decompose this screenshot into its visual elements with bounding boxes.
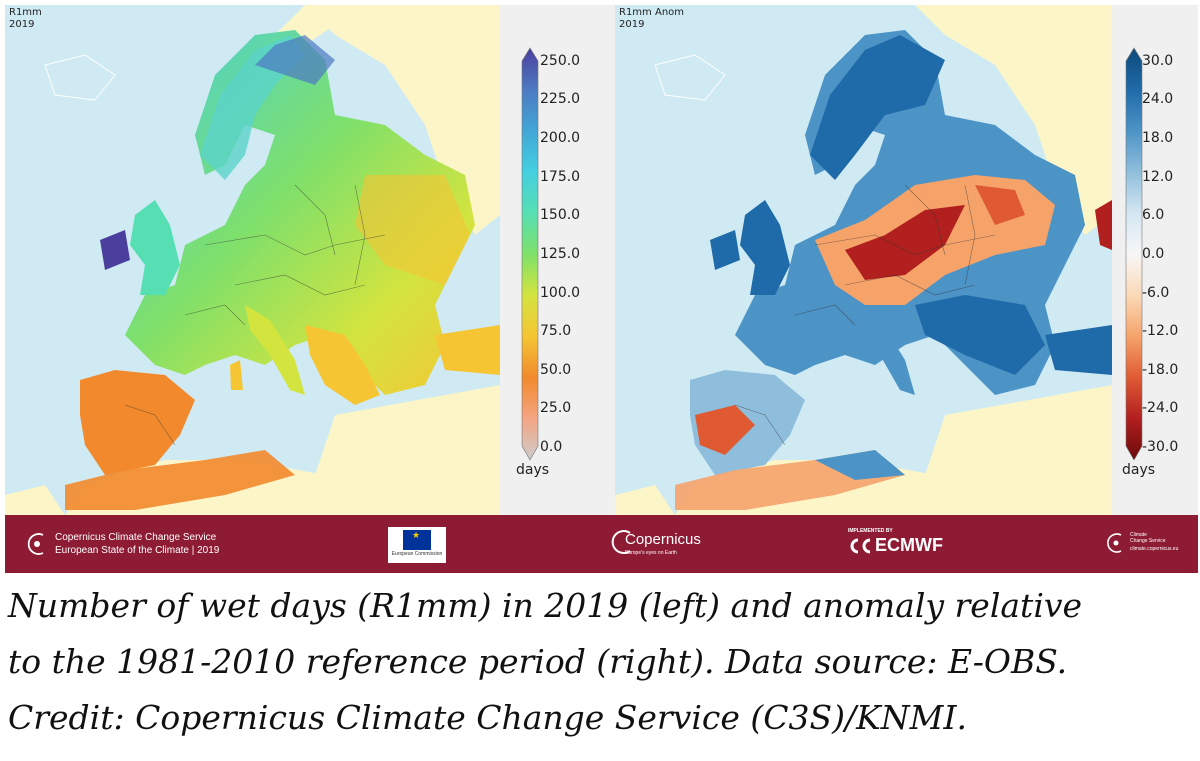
north-africa-wet: [815, 450, 905, 480]
c3s-line1: Copernicus Climate Change Service: [55, 532, 217, 543]
right-tick: 6.0: [1142, 207, 1165, 223]
left-map-panel: R1mm 2019: [5, 5, 615, 515]
caption-line-2: to the 1981-2010 reference period (right…: [8, 642, 1068, 681]
climate-logo-icon: [1107, 533, 1122, 553]
climate-logo-text: Climate Change Service climate.copernicu…: [1130, 532, 1178, 552]
right-tick: -6.0: [1142, 285, 1170, 301]
very-dry-region: [845, 205, 965, 280]
caption: Number of wet days (R1mm) in 2019 (left)…: [8, 578, 1193, 746]
north-africa: [65, 450, 295, 510]
italy: [855, 305, 915, 395]
left-tick: 225.0: [540, 91, 581, 107]
iberia-dry: [695, 405, 755, 455]
right-tick: -30.0: [1142, 439, 1179, 455]
right-tick: -24.0: [1142, 400, 1179, 416]
left-map-year: 2019: [9, 19, 35, 30]
right-map-label: R1mm Anom 2019: [619, 7, 684, 31]
left-map-title: R1mm: [9, 7, 42, 18]
left-tick: 50.0: [540, 362, 572, 378]
dry-east: [975, 185, 1025, 225]
left-tick: 200.0: [540, 130, 581, 146]
right-colorbar-panel: 30.0 24.0 18.0 12.0 6.0 0.0 -6.0 -12.0 -…: [1112, 5, 1198, 515]
c3s-line2: European State of the Climate | 2019: [55, 545, 220, 556]
wet-balkans: [915, 295, 1045, 375]
balkans: [305, 325, 380, 405]
left-colorbar-panel: 250.0 225.0 200.0 175.0 150.0 125.0 100.…: [500, 5, 615, 515]
right-tick: -18.0: [1142, 362, 1179, 378]
left-tick: 175.0: [540, 169, 581, 185]
climate-logo-line1: Climate: [1130, 532, 1147, 538]
right-map-graphic: [615, 5, 1112, 515]
iceland: [44, 54, 116, 101]
great-britain: [130, 200, 180, 295]
sardinia: [230, 360, 243, 390]
right-tick: 12.0: [1142, 169, 1174, 185]
left-tick: 250.0: [540, 53, 581, 69]
ireland: [710, 230, 740, 270]
right-map-year: 2019: [619, 19, 645, 30]
right-map-title: R1mm Anom: [619, 7, 685, 18]
non-data-land-south-east: [305, 385, 500, 515]
right-tick: 30.0: [1142, 53, 1174, 69]
left-tick: 125.0: [540, 246, 581, 262]
right-colorbar: [1125, 47, 1143, 461]
copernicus-logo-icon: [611, 530, 631, 554]
caption-line-3: Credit: Copernicus Climate Change Servic…: [8, 698, 967, 737]
right-tick: -12.0: [1142, 323, 1179, 339]
left-map-graphic: [5, 5, 500, 515]
left-tick: 100.0: [540, 285, 581, 301]
eu-logo-text: European Commission: [391, 551, 443, 557]
right-map-panel: R1mm Anom 2019 30.0 24.0 18.0 12.0 6.0 0…: [615, 5, 1198, 515]
iceland: [654, 54, 726, 101]
great-britain: [740, 200, 790, 295]
left-map-label: R1mm 2019: [9, 7, 42, 31]
left-map: R1mm 2019: [5, 5, 500, 515]
left-colorbar: [521, 47, 539, 461]
country-borders: [124, 184, 386, 446]
turkey: [435, 325, 500, 375]
left-colorbar-unit: days: [516, 462, 550, 478]
non-data-land-sw: [615, 485, 675, 515]
footer-banner: Copernicus Climate Change Service Europe…: [5, 515, 1198, 573]
right-tick: 0.0: [1142, 246, 1165, 262]
right-colorbar-bar: [1125, 47, 1143, 461]
left-tick: 25.0: [540, 400, 572, 416]
left-tick: 75.0: [540, 323, 572, 339]
non-data-land-sw: [5, 485, 65, 515]
eu-flag-icon: ★: [403, 530, 431, 550]
right-colorbar-unit: days: [1122, 462, 1156, 478]
copernicus-logo: Copernicus: [625, 531, 701, 548]
c3s-logo-icon: [27, 533, 44, 555]
left-tick: 0.0: [540, 439, 563, 455]
turkey: [1045, 325, 1112, 375]
scandinavia: [810, 35, 945, 180]
ireland: [100, 230, 130, 270]
east-europe: [355, 175, 470, 285]
italy: [245, 305, 305, 395]
left-colorbar-bar: [521, 47, 539, 461]
climate-logo-line2: Change Service: [1130, 538, 1166, 544]
ecmwf-logo: ECMWF: [875, 535, 943, 555]
ecmwf-logo-icon: [850, 538, 871, 554]
right-tick: 18.0: [1142, 130, 1174, 146]
climate-logo-url: climate.copernicus.eu: [1130, 546, 1179, 552]
non-data-land-south-east: [915, 385, 1112, 515]
left-tick: 150.0: [540, 207, 581, 223]
country-borders: [734, 184, 996, 446]
c3s-text: Copernicus Climate Change Service Europe…: [55, 531, 219, 557]
iberia: [80, 370, 195, 475]
east-edge-dry: [1095, 200, 1112, 250]
eu-commission-logo: ★ European Commission: [388, 527, 446, 563]
ecmwf-implemented: IMPLEMENTED BY: [848, 528, 893, 534]
right-tick: 24.0: [1142, 91, 1174, 107]
caption-line-1: Number of wet days (R1mm) in 2019 (left)…: [8, 586, 1083, 625]
north-norway: [255, 35, 335, 85]
copernicus-tagline: Europe's eyes on Earth: [625, 550, 677, 556]
right-map: R1mm Anom 2019: [615, 5, 1112, 515]
